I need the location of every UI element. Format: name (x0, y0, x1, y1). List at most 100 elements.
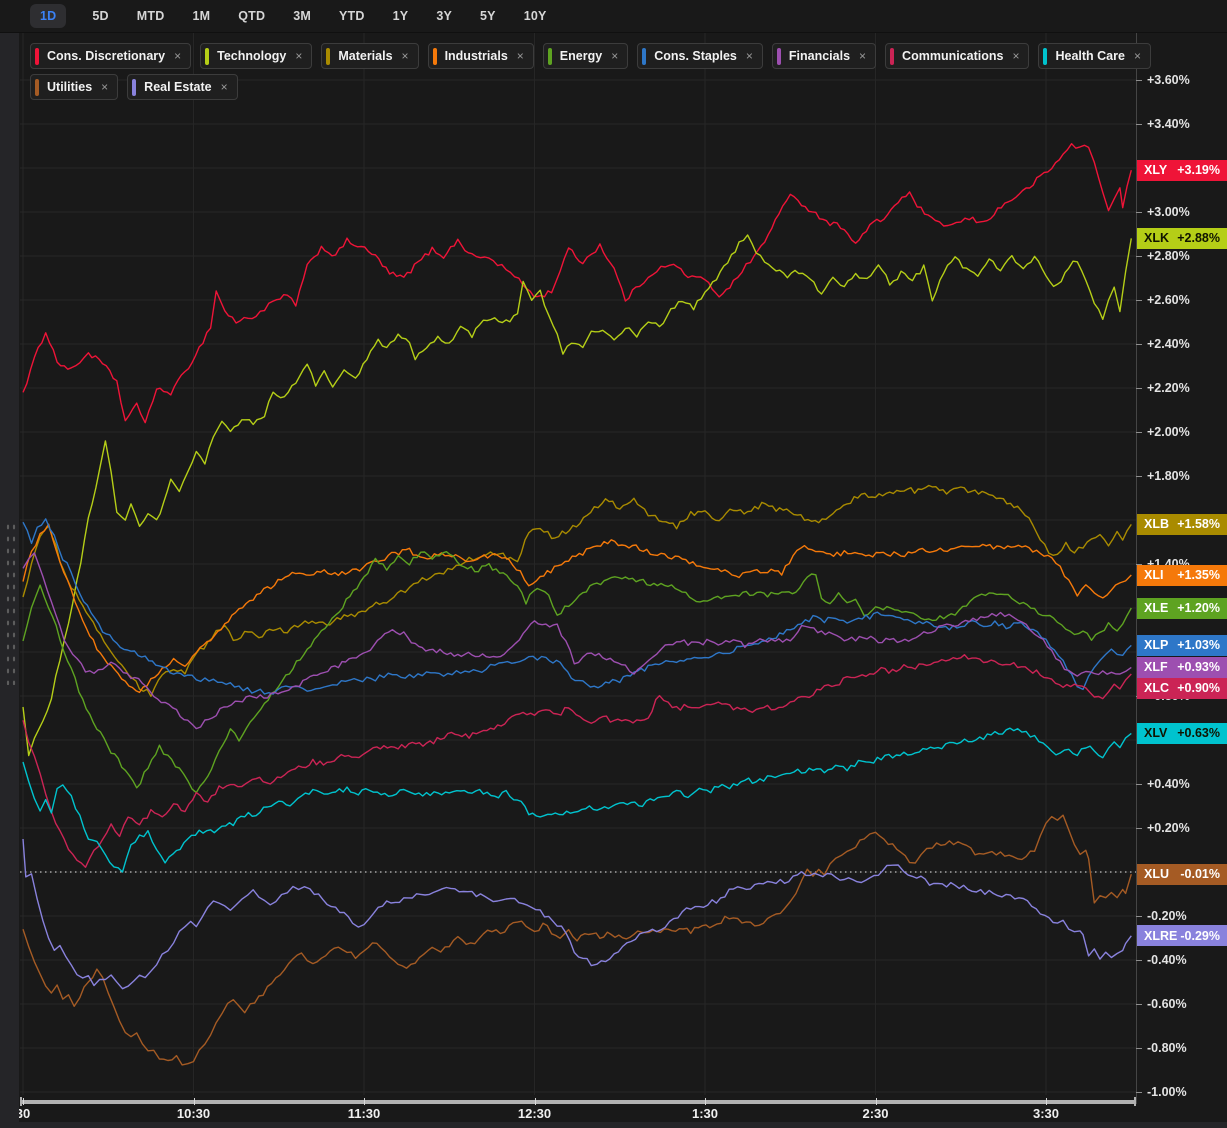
y-axis-tick-label: +3.00% (1147, 205, 1190, 219)
legend-chip-xlp[interactable]: Cons. Staples × (637, 43, 763, 69)
close-icon[interactable]: × (401, 49, 409, 63)
badge-change: +1.35% (1177, 568, 1220, 582)
panel-drag-handle-icon[interactable] (4, 519, 18, 685)
scrollbar-end-cap-icon (20, 1097, 22, 1106)
close-icon[interactable]: × (1133, 49, 1141, 63)
legend-chip-xlc[interactable]: Communications × (885, 43, 1030, 69)
tick-mark-icon (1136, 1091, 1142, 1093)
series-line-xlc (22, 654, 1132, 868)
tab-mtd[interactable]: MTD (135, 4, 167, 28)
y-axis-tick-label: +2.40% (1147, 337, 1190, 351)
price-badge-xlu: XLU -0.01% (1137, 863, 1227, 885)
close-icon[interactable]: × (295, 49, 303, 63)
badge-change: +3.19% (1177, 163, 1220, 178)
legend-chip-xlv[interactable]: Health Care × (1038, 43, 1151, 69)
series-line-xli (22, 523, 1132, 694)
legend-chip-label: Energy (559, 49, 603, 63)
close-icon[interactable]: × (1012, 49, 1020, 63)
badge-change: -0.01% (1180, 867, 1220, 882)
badge-change: -0.29% (1180, 928, 1220, 943)
series-color-swatch-icon (205, 47, 210, 65)
legend-chip-label: Utilities (47, 80, 93, 94)
tick-mark-icon (1136, 475, 1142, 477)
legend-chip-xlu[interactable]: Utilities × (30, 74, 119, 100)
y-axis-tick: -0.20% (1136, 908, 1187, 924)
badge-change: +1.20% (1177, 601, 1220, 615)
badge-ticker: XLE (1144, 601, 1169, 615)
series-line-xly (22, 143, 1132, 424)
legend-chip-xlre[interactable]: Real Estate × (127, 74, 238, 100)
close-icon[interactable]: × (101, 80, 109, 94)
tab-qtd[interactable]: QTD (236, 4, 267, 28)
price-badge-xlb: XLB +1.58% (1137, 513, 1227, 535)
tab-5y[interactable]: 5Y (478, 4, 498, 28)
series-color-swatch-icon (776, 47, 781, 65)
legend-chip-xlb[interactable]: Materials × (321, 43, 419, 69)
badge-ticker: XLY (1144, 163, 1168, 178)
x-axis-label: 10:30 (176, 1106, 211, 1121)
scrollbar-tick-icon (364, 1098, 365, 1105)
series-line-xlu (22, 814, 1132, 1066)
series-color-swatch-icon (35, 47, 39, 65)
price-badge-xle: XLE +1.20% (1137, 597, 1227, 619)
legend-chip-xli[interactable]: Industrials × (427, 43, 534, 69)
tab-10y[interactable]: 10Y (522, 4, 549, 28)
y-axis-tick-label: -0.40% (1147, 953, 1187, 967)
scrollbar-tick-icon (705, 1098, 706, 1105)
tick-mark-icon (1136, 563, 1142, 565)
tab-3m[interactable]: 3M (291, 4, 313, 28)
tab-1m[interactable]: 1M (190, 4, 212, 28)
series-color-swatch-icon (890, 47, 895, 65)
legend-chip-xle[interactable]: Energy × (542, 43, 629, 69)
legend-chip-label: Cons. Staples (654, 49, 737, 63)
series-line-xlk (22, 234, 1132, 757)
legend-chip-xlf[interactable]: Financials × (771, 43, 877, 69)
bottom-strip (0, 1122, 1227, 1128)
x-axis-label: 30 (15, 1106, 31, 1121)
y-axis-tick-label: -1.00% (1147, 1085, 1187, 1099)
y-axis-tick: +0.40% (1136, 776, 1190, 792)
close-icon[interactable]: × (611, 49, 619, 63)
tab-1d[interactable]: 1D (30, 4, 67, 28)
y-axis-tick-label: +3.60% (1147, 73, 1190, 87)
series-line-xlf (22, 552, 1132, 730)
close-icon[interactable]: × (859, 49, 867, 63)
scrollbar-tick-icon (875, 1098, 877, 1105)
tick-mark-icon (1136, 431, 1142, 433)
badge-ticker: XLF (1144, 660, 1168, 675)
tab-5d[interactable]: 5D (90, 4, 110, 28)
y-axis-tick-label: +0.20% (1147, 821, 1190, 835)
legend-chip-xly[interactable]: Cons. Discretionary × (30, 43, 192, 69)
close-icon[interactable]: × (220, 80, 228, 94)
close-icon[interactable]: × (174, 49, 182, 63)
price-axis-line (1136, 32, 1137, 1104)
tick-mark-icon (1136, 79, 1142, 81)
legend-chip-xlk[interactable]: Technology × (200, 43, 313, 69)
y-axis-tick: +0.20% (1136, 820, 1190, 836)
y-axis-tick-label: +0.40% (1147, 777, 1190, 791)
y-axis-tick: +2.20% (1136, 380, 1190, 396)
close-icon[interactable]: × (745, 49, 753, 63)
y-axis-tick: +3.40% (1136, 116, 1190, 132)
legend-chip-label: Materials (338, 49, 393, 63)
price-badge-xlre: XLRE -0.29% (1137, 925, 1227, 947)
y-axis-tick: +2.80% (1136, 248, 1190, 264)
tab-3y[interactable]: 3Y (434, 4, 454, 28)
tab-1y[interactable]: 1Y (391, 4, 411, 28)
tick-mark-icon (1136, 959, 1142, 961)
tab-ytd[interactable]: YTD (337, 4, 367, 28)
x-axis-label: 2:30 (862, 1106, 889, 1121)
price-chart-canvas[interactable] (20, 32, 1136, 1095)
x-axis-label: 12:30 (517, 1106, 552, 1121)
y-axis-tick-label: +3.40% (1147, 117, 1190, 131)
legend-chip-label: Financials (788, 49, 851, 63)
time-axis-scrollbar[interactable] (20, 1100, 1136, 1104)
scrollbar-tick-icon (1046, 1098, 1047, 1105)
series-color-swatch-icon (642, 47, 647, 65)
tick-mark-icon (1136, 827, 1142, 829)
series-color-swatch-icon (432, 47, 437, 65)
close-icon[interactable]: × (516, 49, 524, 63)
series-color-swatch-icon (132, 78, 137, 96)
legend-chip-label: Technology (217, 49, 287, 63)
